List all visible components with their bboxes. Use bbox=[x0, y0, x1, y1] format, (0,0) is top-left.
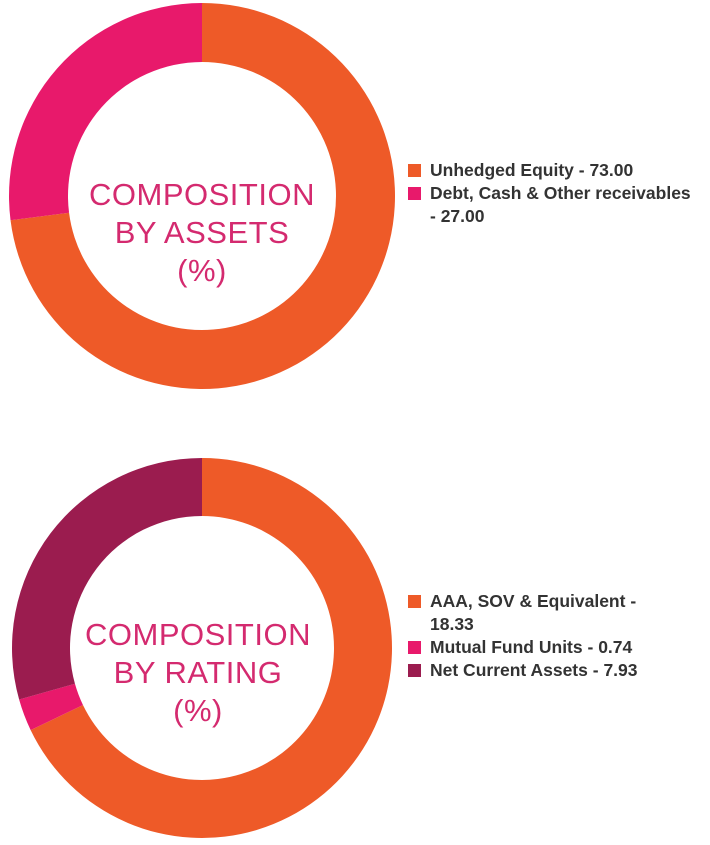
assets-legend: Unhedged Equity - 73.00 Debt, Cash & Oth… bbox=[408, 159, 708, 228]
legend-label: AAA, SOV & Equivalent bbox=[430, 591, 626, 611]
legend-item-aaa-sov: AAA, SOV & Equivalent -18.33 bbox=[408, 590, 708, 636]
legend-label: Net Current Assets bbox=[430, 660, 588, 680]
rating-center-label: COMPOSITION BY RATING (%) bbox=[48, 616, 348, 730]
legend-item-mutual-fund-units: Mutual Fund Units - 0.74 bbox=[408, 636, 708, 659]
legend-label: Mutual Fund Units bbox=[430, 637, 583, 657]
assets-title-line-1: COMPOSITION bbox=[89, 177, 315, 212]
legend-value: 27.00 bbox=[440, 206, 485, 226]
rating-title-line-3: (%) bbox=[173, 693, 223, 728]
slice-debt-cash-other-receivables bbox=[8, 3, 202, 221]
slice-net-current-assets bbox=[11, 458, 203, 700]
legend-value: 0.74 bbox=[598, 637, 633, 657]
slice-unhedged-equity bbox=[10, 3, 395, 389]
legend-value: 7.93 bbox=[603, 660, 638, 680]
legend-item-unhedged-equity: Unhedged Equity - 73.00 bbox=[408, 159, 708, 182]
legend-value: 18.33 bbox=[430, 614, 474, 634]
slice-aaa-sov-equivalent bbox=[30, 458, 392, 838]
legend-swatch bbox=[408, 187, 421, 200]
legend-swatch bbox=[408, 641, 421, 654]
legend-item-net-current-assets: Net Current Assets - 7.93 bbox=[408, 659, 708, 682]
assets-title-line-3: (%) bbox=[177, 253, 227, 288]
legend-swatch bbox=[408, 595, 421, 608]
legend-swatch bbox=[408, 164, 421, 177]
legend-swatch bbox=[408, 664, 421, 677]
rating-legend: AAA, SOV & Equivalent -18.33 Mutual Fund… bbox=[408, 590, 708, 682]
legend-item-debt-cash: Debt, Cash & Other receivables - 27.00 bbox=[408, 182, 708, 228]
legend-label: Unhedged Equity bbox=[430, 160, 574, 180]
assets-center-label: COMPOSITION BY ASSETS (%) bbox=[52, 176, 352, 290]
assets-title-line-2: BY ASSETS bbox=[114, 215, 290, 250]
rating-chart: COMPOSITION BY RATING (%) AAA, SOV & Equ… bbox=[0, 452, 710, 845]
rating-title-line-2: BY RATING bbox=[113, 655, 283, 690]
assets-donut bbox=[8, 3, 395, 389]
rating-donut bbox=[11, 458, 392, 838]
slice-mutual-fund-units bbox=[19, 683, 83, 731]
rating-title-line-1: COMPOSITION bbox=[85, 617, 311, 652]
legend-value: 73.00 bbox=[589, 160, 634, 180]
legend-label: Debt, Cash & Other receivables bbox=[430, 183, 691, 203]
assets-chart: COMPOSITION BY ASSETS (%) Unhedged Equit… bbox=[0, 0, 710, 400]
